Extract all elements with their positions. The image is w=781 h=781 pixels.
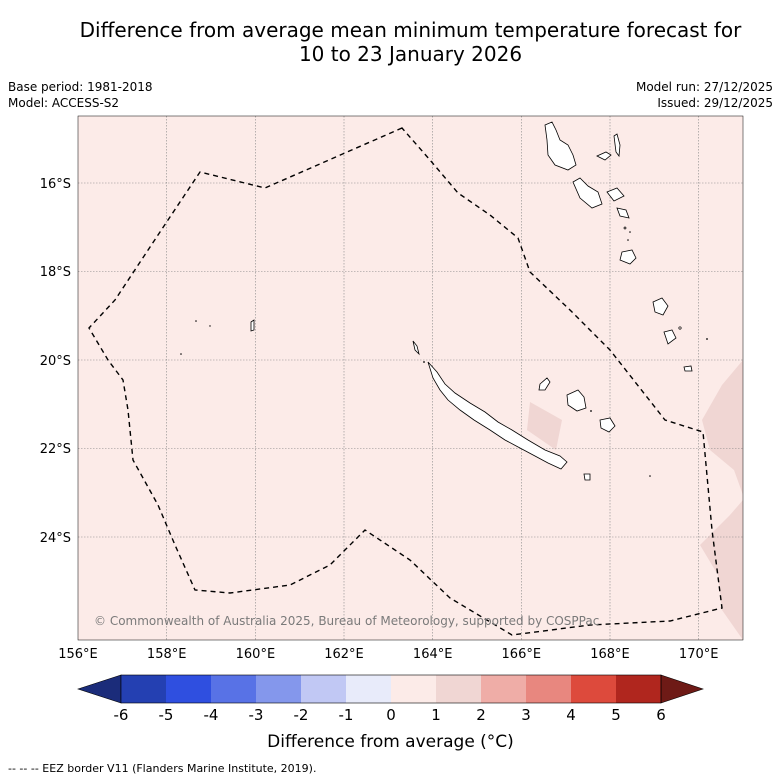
lat-label-20: 20°S bbox=[40, 354, 71, 369]
islet-west-4 bbox=[180, 353, 182, 355]
colorbar-extend-low bbox=[77, 674, 122, 704]
ouvea-island bbox=[538, 377, 551, 391]
efate-island bbox=[619, 249, 637, 265]
colorbar-tick-minus4: -4 bbox=[204, 706, 219, 724]
colorbar-tick-6: 6 bbox=[656, 706, 666, 724]
colorbar-segment-3-4 bbox=[526, 675, 571, 703]
meta-right: Model run: 27/12/2025 Issued: 29/12/2025 bbox=[636, 79, 773, 111]
colorbar-tick-minus3: -3 bbox=[249, 706, 264, 724]
pentecost-ambrym-island bbox=[606, 187, 625, 202]
colorbar-tick-4: 4 bbox=[566, 706, 576, 724]
colorbar-tick-5: 5 bbox=[611, 706, 621, 724]
colorbar-segment-0-1 bbox=[391, 675, 436, 703]
lat-label-22: 22°S bbox=[40, 442, 71, 457]
colorbar-segment-1-2 bbox=[436, 675, 481, 703]
lon-label-156: 156°E bbox=[58, 647, 98, 662]
lon-label-160: 160°E bbox=[236, 647, 276, 662]
colorbar-tick-minus6: -6 bbox=[114, 706, 129, 724]
anomaly-patch-east-upper bbox=[702, 360, 743, 495]
colorbar-segment-minus5-minus4 bbox=[166, 675, 211, 703]
chart-title: Difference from average mean minimum tem… bbox=[0, 18, 781, 66]
colorbar-segment-minus1-0 bbox=[346, 675, 391, 703]
issued-text: Issued: 29/12/2025 bbox=[657, 96, 773, 110]
eez-footnote: -- -- -- EEZ border V11 (Flanders Marine… bbox=[8, 762, 317, 775]
colorbar-tick-labels: -6 -5 -4 -3 -2 -1 0 1 2 3 4 5 6 bbox=[114, 706, 666, 724]
colorbar-tick-minus2: -2 bbox=[294, 706, 309, 724]
colorbar-tick-0: 0 bbox=[386, 706, 396, 724]
meta-left: Base period: 1981-2018 Model: ACCESS-S2 bbox=[8, 79, 153, 111]
islet-east-1 bbox=[678, 326, 682, 330]
colorbar-tick-minus5: -5 bbox=[159, 706, 174, 724]
model-run-text: Model run: 27/12/2025 bbox=[635, 80, 773, 94]
colorbar-segment-minus2-minus1 bbox=[301, 675, 346, 703]
anomaly-patch-loyalty bbox=[527, 402, 562, 450]
islet-west-3 bbox=[209, 325, 211, 327]
islet-west-1 bbox=[250, 319, 255, 332]
colorbar-tick-3: 3 bbox=[521, 706, 531, 724]
base-period-text: Base period: 1981-2018 bbox=[8, 80, 153, 94]
colorbar-segment-2-3 bbox=[481, 675, 526, 703]
colorbar-segment-4-5 bbox=[571, 675, 616, 703]
maewo-island bbox=[613, 133, 621, 158]
islet-west-2 bbox=[195, 320, 197, 322]
colorbar-tick-2: 2 bbox=[476, 706, 486, 724]
colorbar-segment-minus4-minus3 bbox=[211, 675, 256, 703]
lat-label-24: 24°S bbox=[40, 531, 71, 546]
colorbar-tick-1: 1 bbox=[431, 706, 441, 724]
colorbar-frame bbox=[120, 674, 662, 704]
lon-label-158: 158°E bbox=[147, 647, 187, 662]
ambae-island bbox=[596, 151, 612, 161]
islet-east-2 bbox=[706, 338, 708, 340]
colorbar: -6 -5 -4 -3 -2 -1 0 1 2 3 4 5 6 bbox=[77, 674, 704, 724]
anomaly-patch-east-lower bbox=[700, 500, 743, 640]
map-frame bbox=[77, 115, 744, 641]
colorbar-tick-minus1: -1 bbox=[339, 706, 354, 724]
mare-island bbox=[599, 417, 616, 433]
lon-label-168: 168°E bbox=[590, 647, 630, 662]
title-line-2: 10 to 23 January 2026 bbox=[298, 42, 523, 66]
lon-label-170: 170°E bbox=[679, 647, 719, 662]
colorbar-segment-5-6 bbox=[616, 675, 661, 703]
lon-label-166: 166°E bbox=[502, 647, 542, 662]
colorbar-segment-minus6-minus5 bbox=[121, 675, 166, 703]
lat-label-18: 18°S bbox=[40, 265, 71, 280]
espiritu-santo-island bbox=[544, 121, 577, 171]
colorbar-extend-high bbox=[660, 674, 704, 704]
latitude-labels: 16°S 18°S 20°S 22°S 24°S bbox=[40, 177, 71, 546]
islet-mid-1 bbox=[423, 361, 425, 363]
epi-shepherd-islands bbox=[616, 207, 630, 219]
map-copyright: © Commonwealth of Australia 2025, Bureau… bbox=[94, 614, 599, 628]
islet-vanuatu-2 bbox=[627, 239, 629, 241]
new-caledonia-grande-terre bbox=[427, 361, 568, 470]
tanna-island bbox=[663, 329, 677, 345]
islet-mid-2 bbox=[590, 410, 592, 412]
isle-of-pines bbox=[583, 473, 591, 481]
model-text: Model: ACCESS-S2 bbox=[8, 96, 120, 110]
lon-label-164: 164°E bbox=[413, 647, 453, 662]
eez-border bbox=[88, 127, 723, 636]
aneityum-island bbox=[683, 365, 693, 372]
lifou-island bbox=[566, 389, 587, 412]
erromango-island bbox=[652, 297, 669, 316]
malekula-island bbox=[572, 177, 603, 209]
islet-mid-3 bbox=[649, 475, 651, 477]
islet-vanuatu-1 bbox=[623, 226, 627, 230]
lat-label-16: 16°S bbox=[40, 177, 71, 192]
colorbar-segment-minus3-minus2 bbox=[256, 675, 301, 703]
colorbar-label: Difference from average (°C) bbox=[267, 732, 514, 752]
islet-vanuatu-3 bbox=[629, 231, 631, 233]
belep-islands bbox=[412, 340, 420, 356]
title-line-1: Difference from average mean minimum tem… bbox=[79, 18, 742, 42]
lon-label-162: 162°E bbox=[324, 647, 364, 662]
longitude-labels: 156°E 158°E 160°E 162°E 164°E 166°E 168°… bbox=[58, 647, 718, 662]
